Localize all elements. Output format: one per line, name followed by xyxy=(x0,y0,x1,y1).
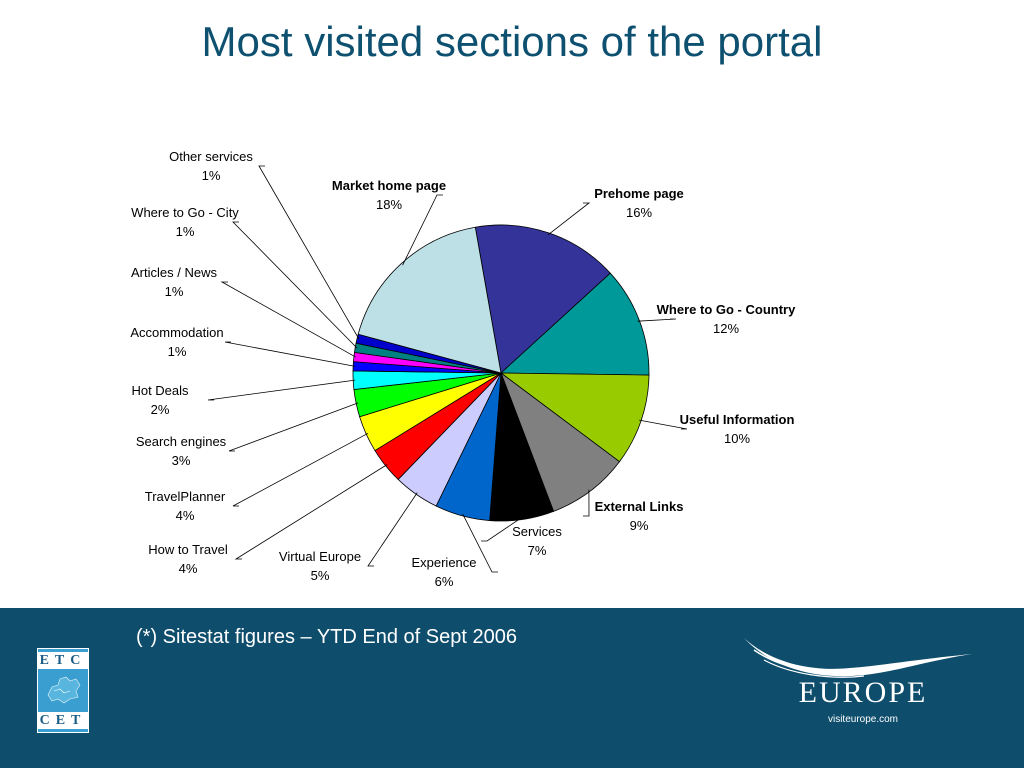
footnote: (*) Sitestat figures – YTD End of Sept 2… xyxy=(136,626,517,648)
leader-line xyxy=(481,517,523,542)
slice-label: Hot Deals 2% xyxy=(131,383,189,417)
slice-label: Prehome page 16% xyxy=(594,186,684,220)
pie-chart: Prehome page 16% Where to Go - Country 12% U… xyxy=(130,149,796,589)
leader-line xyxy=(258,165,360,340)
slide-title: Most visited sections of the portal xyxy=(201,18,823,65)
europe-logo: EUROPE visiteurope.com xyxy=(740,632,980,732)
slice-label-name: External Links xyxy=(595,499,684,514)
leader-line xyxy=(220,281,357,358)
slice-label: Services 7% xyxy=(512,524,562,558)
slice-label-name: How to Travel xyxy=(148,542,228,557)
leader-line xyxy=(462,513,498,573)
europe-logo-url: visiteurope.com xyxy=(827,714,899,725)
slice-label: Other services 1% xyxy=(169,149,253,183)
slice-label: Where to Go - Country 12% xyxy=(657,302,796,336)
slice-label: Accommodation 1% xyxy=(130,325,223,359)
slice-label: Useful Information 10% xyxy=(680,412,795,446)
slice-label-value: 5% xyxy=(311,568,330,583)
slice-label-name: Prehome page xyxy=(594,186,684,201)
pie-slices xyxy=(352,224,650,522)
slice-label-name: Market home page xyxy=(332,178,446,193)
slice-label: External Links 9% xyxy=(595,499,684,533)
slice-label-name: Other services xyxy=(169,149,253,164)
pie-slice-prehome-page xyxy=(474,224,611,374)
leader-lines xyxy=(207,165,688,573)
slice-label: Search engines 3% xyxy=(136,434,227,468)
slice-label-name: Hot Deals xyxy=(131,383,189,398)
slice-label-value: 7% xyxy=(528,543,547,558)
slice-label: Experience 6% xyxy=(411,555,476,589)
leader-line xyxy=(207,379,356,401)
etc-logo-top-text: ETC xyxy=(38,652,88,669)
slice-label: How to Travel 4% xyxy=(148,542,228,576)
slice-label-name: Search engines xyxy=(136,434,227,449)
slice-label-value: 9% xyxy=(630,518,649,533)
pie-slice-market-home-page xyxy=(357,226,502,374)
wing-icon xyxy=(744,638,972,678)
slice-label-name: Useful Information xyxy=(680,412,795,427)
leader-line xyxy=(547,202,591,236)
etc-logo-bottom-text: CET xyxy=(38,712,88,729)
leader-line xyxy=(639,419,688,430)
slice-label: Articles / News 1% xyxy=(131,265,217,299)
slice-label-name: Articles / News xyxy=(131,265,217,280)
slice-label-name: Experience xyxy=(411,555,476,570)
slice-label-value: 4% xyxy=(176,508,195,523)
slice-label-name: Virtual Europe xyxy=(279,549,361,564)
slice-label-value: 1% xyxy=(165,284,184,299)
slice-label-value: 16% xyxy=(626,205,652,220)
etc-logo: ETC CET xyxy=(37,648,89,733)
leader-line xyxy=(367,492,418,567)
leader-line xyxy=(234,464,388,560)
leader-line xyxy=(232,432,369,507)
slice-label-name: TravelPlanner xyxy=(145,489,226,504)
leader-line xyxy=(583,489,590,517)
slice-label: Virtual Europe 5% xyxy=(279,549,361,583)
leader-line xyxy=(637,318,677,322)
slice-label-name: Where to Go - Country xyxy=(657,302,796,317)
slice-label-value: 1% xyxy=(202,168,221,183)
slice-label-name: Where to Go - City xyxy=(131,205,239,220)
slice-label-value: 4% xyxy=(179,561,198,576)
leader-line xyxy=(224,341,356,367)
slice-label-value: 1% xyxy=(168,344,187,359)
slice-label: Market home page 18% xyxy=(332,178,446,212)
slice-label-value: 2% xyxy=(151,402,170,417)
europe-logo-word: EUROPE xyxy=(798,676,928,709)
pie-slice-where-to-go-country xyxy=(499,272,650,376)
europe-map-icon xyxy=(47,676,81,704)
slice-label-value: 18% xyxy=(376,197,402,212)
footer-band xyxy=(0,608,1024,768)
slice-label-value: 10% xyxy=(724,431,750,446)
slice-label-value: 6% xyxy=(435,574,454,589)
slice-label: TravelPlanner 4% xyxy=(145,489,226,523)
slice-label-name: Accommodation xyxy=(130,325,223,340)
leader-line xyxy=(228,402,359,452)
slice-label-value: 12% xyxy=(713,321,739,336)
slice-label-value: 1% xyxy=(176,224,195,239)
leader-line xyxy=(402,194,443,266)
slice-label: Where to Go - City 1% xyxy=(131,205,239,239)
slice-label-name: Services xyxy=(512,524,562,539)
slice-labels: Prehome page 16% Where to Go - Country 12% U… xyxy=(130,149,796,589)
slice-label-value: 3% xyxy=(172,453,191,468)
pie-slice-external-links xyxy=(500,371,621,512)
leader-line xyxy=(232,221,358,349)
